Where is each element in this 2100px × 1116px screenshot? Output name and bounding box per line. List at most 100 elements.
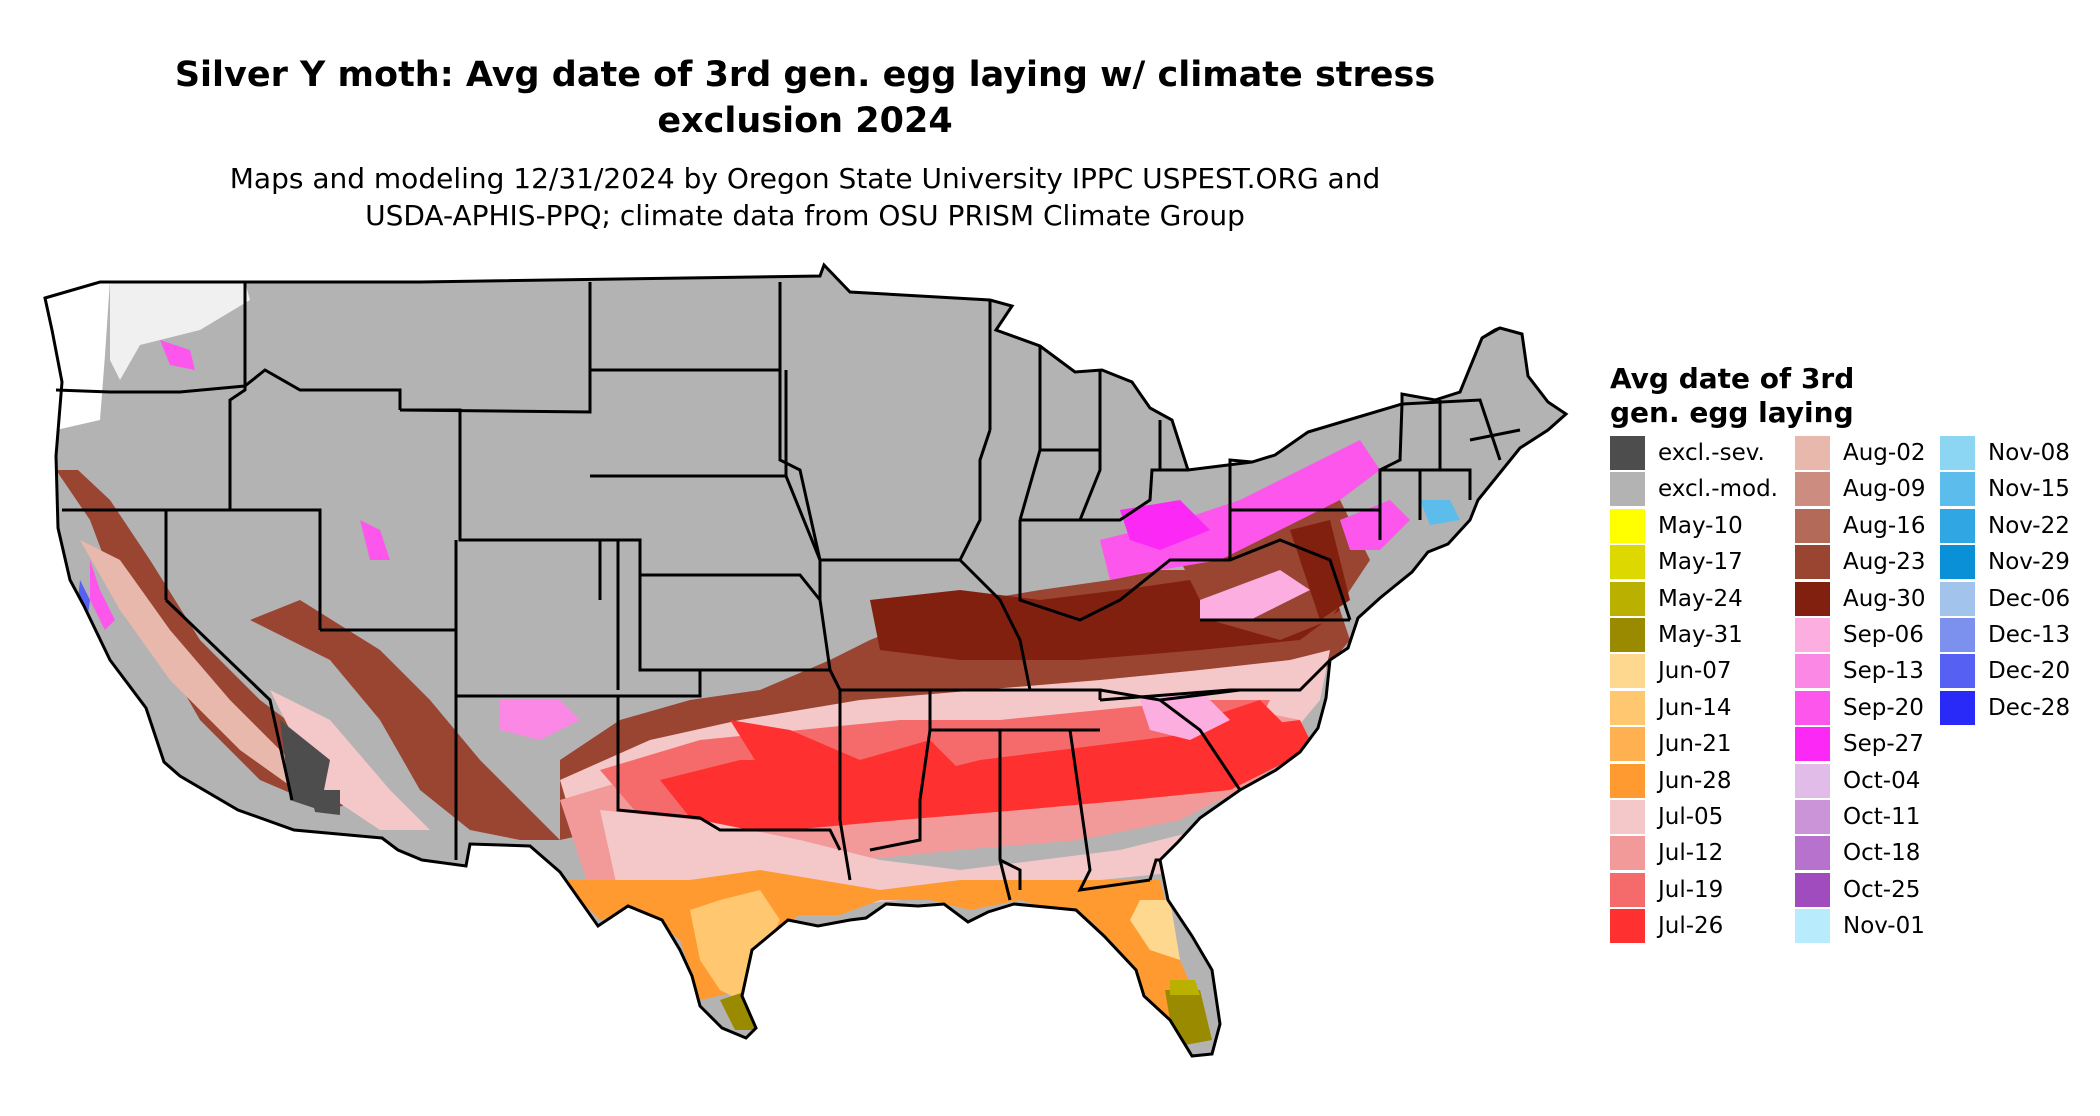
excl-sev-arizona — [310, 790, 340, 815]
excl-sev-colorado-river — [280, 720, 330, 810]
legend-label: Nov-01 — [1843, 913, 1925, 940]
legend-title-line-1: Avg date of 3rd — [1610, 362, 1855, 395]
legend-item: Nov-01 — [1795, 909, 1925, 944]
state-borders — [43, 262, 1569, 1058]
legend-item: Aug-30 — [1795, 581, 1926, 616]
legend-swatch — [1610, 763, 1645, 798]
legend-swatch — [1795, 763, 1830, 798]
legend-label: May-10 — [1658, 512, 1743, 539]
legend-item: Aug-23 — [1795, 545, 1926, 580]
legend-label: May-17 — [1658, 549, 1743, 576]
legend-item: May-31 — [1610, 618, 1743, 652]
legend-item: Jun-14 — [1610, 690, 1732, 725]
region-california-coast-sep20 — [90, 560, 115, 630]
legend-item: May-10 — [1610, 508, 1743, 543]
legend-label: Jul-19 — [1658, 876, 1724, 903]
legend-item: Aug-09 — [1795, 472, 1926, 507]
legend-swatch — [1795, 508, 1830, 543]
legend-swatch — [1795, 909, 1830, 944]
legend-swatch — [1795, 836, 1830, 871]
legend-label: Aug-02 — [1843, 440, 1926, 466]
legend-swatch — [1795, 545, 1830, 580]
legend-label: Nov-08 — [1988, 440, 2070, 466]
legend-label: Sep-13 — [1843, 658, 1924, 685]
legend-item: Nov-08 — [1940, 436, 2070, 470]
legend-title: Avg date of 3rd gen. egg laying — [1610, 362, 1854, 430]
map-title-line-1: Silver Y moth: Avg date of 3rd gen. egg … — [174, 55, 1436, 95]
legend-item: Nov-22 — [1940, 508, 2070, 543]
region-washington-sep20 — [160, 340, 195, 370]
legend-swatch — [1940, 472, 1975, 507]
region-gulf-jul26 — [660, 720, 1320, 830]
legend-swatch — [1610, 545, 1645, 580]
legend-swatch — [1795, 581, 1830, 616]
region-california-coast-dec20 — [78, 580, 90, 615]
region-southwest-aug23 — [250, 600, 560, 840]
region-florida-may24 — [1170, 980, 1200, 995]
legend-label: Aug-09 — [1843, 476, 1926, 503]
legend-item: Sep-20 — [1795, 690, 1924, 725]
legend-swatch — [1795, 618, 1830, 652]
legend-swatch — [1940, 508, 1975, 543]
legend-item: May-24 — [1610, 581, 1743, 616]
legend-label: excl.-sev. — [1658, 440, 1765, 466]
region-arizona-jul05 — [270, 690, 430, 830]
legend-item: Sep-27 — [1795, 727, 1924, 762]
legend-swatch — [1795, 690, 1830, 725]
region-long-island-nov15 — [1420, 500, 1460, 525]
legend-label: Oct-11 — [1843, 804, 1921, 830]
legend-label: excl.-mod. — [1658, 476, 1778, 503]
map-subtitle: Maps and modeling 12/31/2024 by Oregon S… — [0, 160, 1610, 234]
legend-swatch — [1610, 872, 1645, 907]
legend-swatch — [1610, 618, 1645, 652]
legend-item: Jun-07 — [1610, 654, 1732, 689]
region-texas-coast-jun14 — [690, 890, 780, 1000]
region-california-aug02 — [80, 540, 310, 800]
legend-label: Jun-28 — [1658, 767, 1732, 794]
legend-swatch — [1795, 436, 1830, 470]
legend-item: Oct-18 — [1795, 836, 1921, 871]
legend-item: Sep-06 — [1795, 618, 1924, 652]
legend-item: Dec-13 — [1940, 618, 2070, 652]
legend-swatch — [1940, 654, 1975, 689]
map-subtitle-line-1: Maps and modeling 12/31/2024 by Oregon S… — [229, 162, 1381, 195]
legend-label: Oct-25 — [1843, 876, 1921, 903]
legend-swatch — [1940, 581, 1975, 616]
legend-item: Sep-13 — [1795, 654, 1924, 689]
white-area-washington — [110, 280, 250, 380]
legend-label: Dec-28 — [1988, 694, 2071, 721]
legend-label: May-31 — [1658, 622, 1743, 648]
region-virginia-aug30 — [1290, 520, 1350, 620]
legend-label: Jun-21 — [1658, 731, 1732, 758]
legend-item: Oct-25 — [1795, 872, 1921, 907]
legend-item: Dec-28 — [1940, 690, 2071, 725]
legend-item: excl.-sev. — [1610, 436, 1765, 470]
legend-item: Aug-16 — [1795, 508, 1925, 543]
legend-item: Jun-28 — [1610, 763, 1732, 798]
legend-label: Sep-06 — [1843, 622, 1924, 648]
legend-swatch — [1940, 690, 1975, 725]
legend-label: Jul-05 — [1658, 804, 1724, 830]
legend-label: Oct-18 — [1843, 840, 1921, 867]
legend-item: Oct-11 — [1795, 800, 1920, 834]
legend-label: Aug-30 — [1843, 585, 1926, 612]
legend-label: Dec-20 — [1988, 658, 2071, 685]
legend-item: Nov-29 — [1940, 545, 2070, 580]
region-virginia-sep06 — [1200, 570, 1310, 620]
legend-item: Dec-20 — [1940, 654, 2071, 689]
legend-item: Oct-04 — [1795, 763, 1921, 798]
legend-title-line-2: gen. egg laying — [1610, 396, 1854, 429]
legend-item: Jun-21 — [1610, 727, 1732, 762]
legend-label: Oct-04 — [1843, 767, 1921, 794]
legend-label: Jun-07 — [1658, 658, 1732, 685]
legend-swatch — [1610, 508, 1645, 543]
legend-item: Jul-26 — [1610, 909, 1723, 944]
legend-label: Nov-22 — [1988, 512, 2070, 539]
legend-swatch — [1940, 545, 1975, 580]
map-subtitle-line-2: USDA-APHIS-PPQ; climate data from OSU PR… — [365, 199, 1245, 232]
legend-label: Nov-15 — [1988, 476, 2070, 503]
legend-swatch — [1610, 909, 1645, 944]
legend-label: Aug-23 — [1843, 549, 1926, 576]
region-utah-sep20 — [360, 520, 390, 560]
